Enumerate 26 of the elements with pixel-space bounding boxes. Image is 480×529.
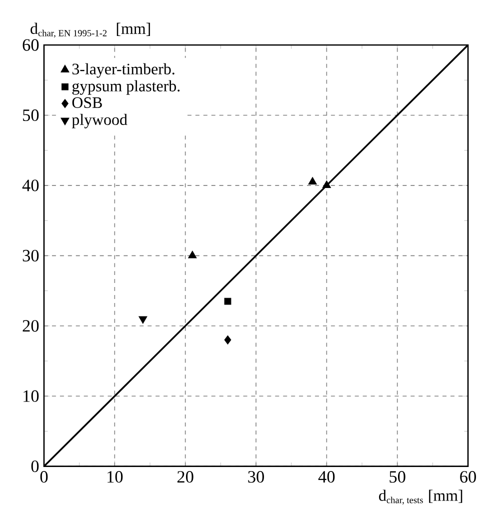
x-axis-title: $\mbox{d}_{\mbox{\scriptsize char, tests}}\ \mbox{[mm]}$: [379, 490, 462, 505]
legend-label: plywood: [72, 114, 128, 128]
legend-label: OSB: [72, 97, 102, 108]
point: [188, 250, 197, 258]
x-tick-label: 0: [40, 471, 48, 483]
y-tick-label: 40: [22, 180, 39, 192]
x-tick-label: 40: [318, 471, 335, 483]
x-tick-label: 60: [460, 471, 476, 483]
y-tick-label: 60: [22, 39, 39, 51]
x-tick-label: 20: [177, 471, 194, 483]
legend-label: 3-layer-timberb.: [72, 63, 174, 78]
y-tick-label: 30: [22, 250, 39, 262]
point: [308, 177, 317, 185]
y-tick-label: 0: [31, 460, 39, 472]
legend-label: gypsum plasterb.: [72, 80, 180, 95]
y-tick-label: 10: [24, 390, 39, 402]
y-tick-label: 50: [23, 109, 39, 122]
point: [138, 316, 148, 324]
x-tick-label: 50: [390, 471, 406, 483]
x-tick-label: 30: [248, 471, 264, 483]
y-axis-title: $\mbox{d}_{\mbox{\scriptsize char, EN 1995-1-2}}\ \ \mbox{[mm]}$: [30, 22, 150, 38]
point: [224, 335, 232, 344]
point: [224, 298, 232, 305]
x-tick-label: 10: [108, 471, 123, 483]
point: [322, 180, 331, 188]
y-tick-label: 20: [22, 320, 39, 332]
